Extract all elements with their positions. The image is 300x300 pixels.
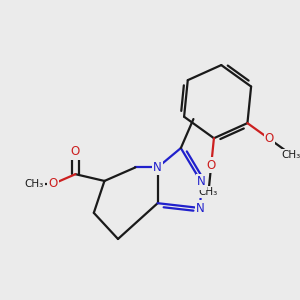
Text: CH₃: CH₃ — [199, 187, 218, 197]
Text: O: O — [207, 159, 216, 172]
Text: N: N — [153, 161, 162, 174]
Text: N: N — [197, 176, 206, 188]
Text: N: N — [196, 202, 205, 214]
Text: O: O — [71, 146, 80, 158]
Text: CH₃: CH₃ — [282, 150, 300, 160]
Text: CH₃: CH₃ — [24, 179, 44, 189]
Text: O: O — [265, 132, 274, 146]
Text: O: O — [49, 177, 58, 190]
